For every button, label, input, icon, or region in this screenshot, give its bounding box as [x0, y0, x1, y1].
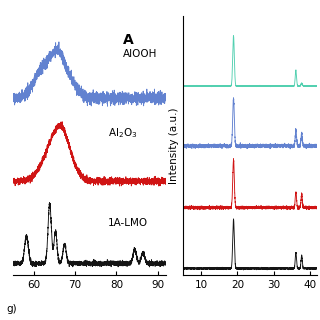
- Text: A: A: [123, 33, 134, 47]
- Text: AlOOH: AlOOH: [123, 50, 158, 60]
- Text: g): g): [7, 304, 17, 314]
- Y-axis label: Intensity (a.u.): Intensity (a.u.): [169, 107, 179, 184]
- Text: Al$_2$O$_3$: Al$_2$O$_3$: [108, 126, 137, 140]
- Text: 1A-LMO: 1A-LMO: [108, 218, 148, 228]
